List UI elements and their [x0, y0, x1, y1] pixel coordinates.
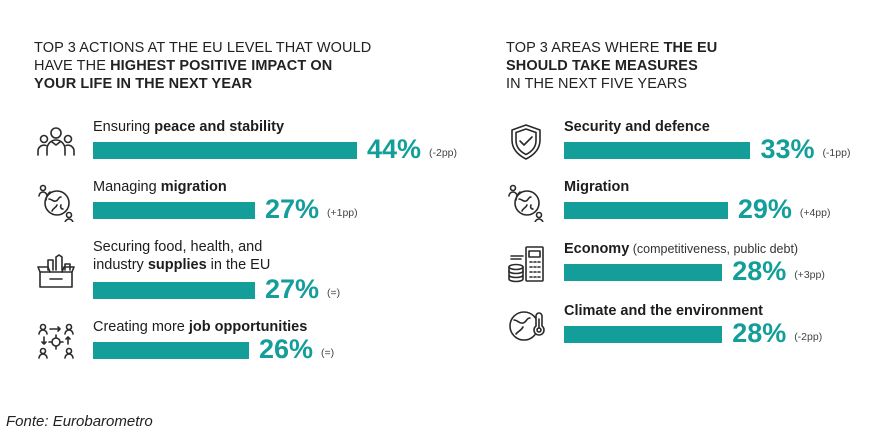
- chart-left-title: TOP 3 ACTIONS AT THE EU LEVEL THAT WOULD…: [34, 39, 371, 93]
- globe-thermometer-icon: [506, 306, 546, 346]
- value-label: 33%: [760, 134, 815, 164]
- item-label: Securing food, health, and industry suppl…: [93, 238, 270, 274]
- bar: [564, 142, 751, 159]
- people-network-icon: [36, 322, 76, 362]
- label-segment: Ensuring: [93, 119, 155, 135]
- label-segment: Economy: [564, 241, 630, 257]
- bar: [564, 202, 728, 219]
- change-label: (+1pp): [327, 207, 358, 219]
- title-segment: THE EU: [663, 40, 718, 56]
- value-label: 27%: [265, 274, 320, 304]
- item-label: Migration: [564, 178, 629, 196]
- title-segment: HIGHEST POSITIVE IMPACT ON: [110, 58, 333, 74]
- bar: [93, 142, 357, 159]
- change-label: (+4pp): [799, 207, 831, 219]
- label-segment: supplies: [147, 257, 207, 273]
- label-segment: in the EU: [206, 257, 271, 273]
- people-group-icon: [36, 122, 76, 162]
- title-segment: HAVE THE: [34, 58, 111, 74]
- source-note: Fonte: Eurobarometro: [6, 413, 153, 430]
- bar: [93, 202, 255, 219]
- label-segment: (competitiveness, public debt): [629, 242, 799, 256]
- bar: [93, 342, 249, 359]
- item-label: Security and defence: [564, 118, 710, 136]
- item-label: Creating more job opportunities: [93, 318, 307, 336]
- globe-people-icon: [506, 182, 546, 224]
- bar: [564, 326, 723, 343]
- globe-people-icon: [36, 182, 76, 224]
- title-segment: YOUR LIFE IN THE NEXT YEAR: [34, 76, 253, 92]
- value-label: 28%: [732, 318, 787, 348]
- bar: [564, 264, 723, 281]
- label-segment: Managing: [93, 179, 161, 195]
- chart-right-title: TOP 3 AREAS WHERE THE EU SHOULD TAKE MEAS…: [506, 39, 717, 93]
- value-label: 44%: [367, 134, 422, 164]
- item-label: Ensuring peace and stability: [93, 118, 284, 136]
- value-label: 28%: [732, 256, 787, 286]
- change-label: (-2pp): [429, 147, 458, 159]
- label-segment: industry: [93, 257, 148, 273]
- label-segment: job opportunities: [188, 319, 308, 335]
- value-label: 27%: [265, 194, 320, 224]
- change-label: (-2pp): [794, 331, 823, 343]
- title-segment: IN THE NEXT FIVE YEARS: [506, 76, 688, 92]
- coins-calculator-icon: [506, 244, 546, 284]
- label-segment: Security and defence: [564, 119, 710, 135]
- label-segment: Creating more: [93, 319, 189, 335]
- item-label: Economy (competitiveness, public debt): [564, 240, 798, 258]
- label-segment: Securing food, health, and: [93, 239, 263, 255]
- title-segment: TOP 3 ACTIONS AT THE EU LEVEL THAT WOULD: [34, 40, 372, 56]
- supply-box-icon: [36, 252, 76, 292]
- item-label: Climate and the environment: [564, 302, 763, 320]
- value-label: 26%: [259, 334, 314, 364]
- title-segment: SHOULD TAKE MEASURES: [506, 58, 698, 74]
- change-label: (=): [327, 287, 341, 299]
- label-segment: Climate and the environment: [564, 303, 764, 319]
- label-segment: Migration: [564, 179, 630, 195]
- label-segment: migration: [160, 179, 227, 195]
- title-segment: TOP 3 AREAS WHERE: [506, 40, 664, 56]
- value-label: 29%: [737, 194, 792, 224]
- shield-check-icon: [506, 122, 546, 162]
- change-label: (=): [321, 347, 335, 359]
- change-label: (-1pp): [822, 147, 851, 159]
- label-segment: peace and stability: [154, 119, 285, 135]
- bar: [93, 282, 255, 299]
- item-label: Managing migration: [93, 178, 227, 196]
- change-label: (+3pp): [794, 269, 825, 281]
